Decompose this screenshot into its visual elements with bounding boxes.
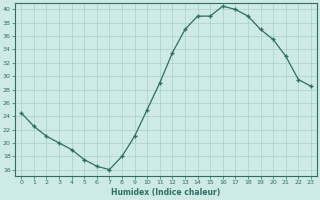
X-axis label: Humidex (Indice chaleur): Humidex (Indice chaleur) (111, 188, 221, 197)
